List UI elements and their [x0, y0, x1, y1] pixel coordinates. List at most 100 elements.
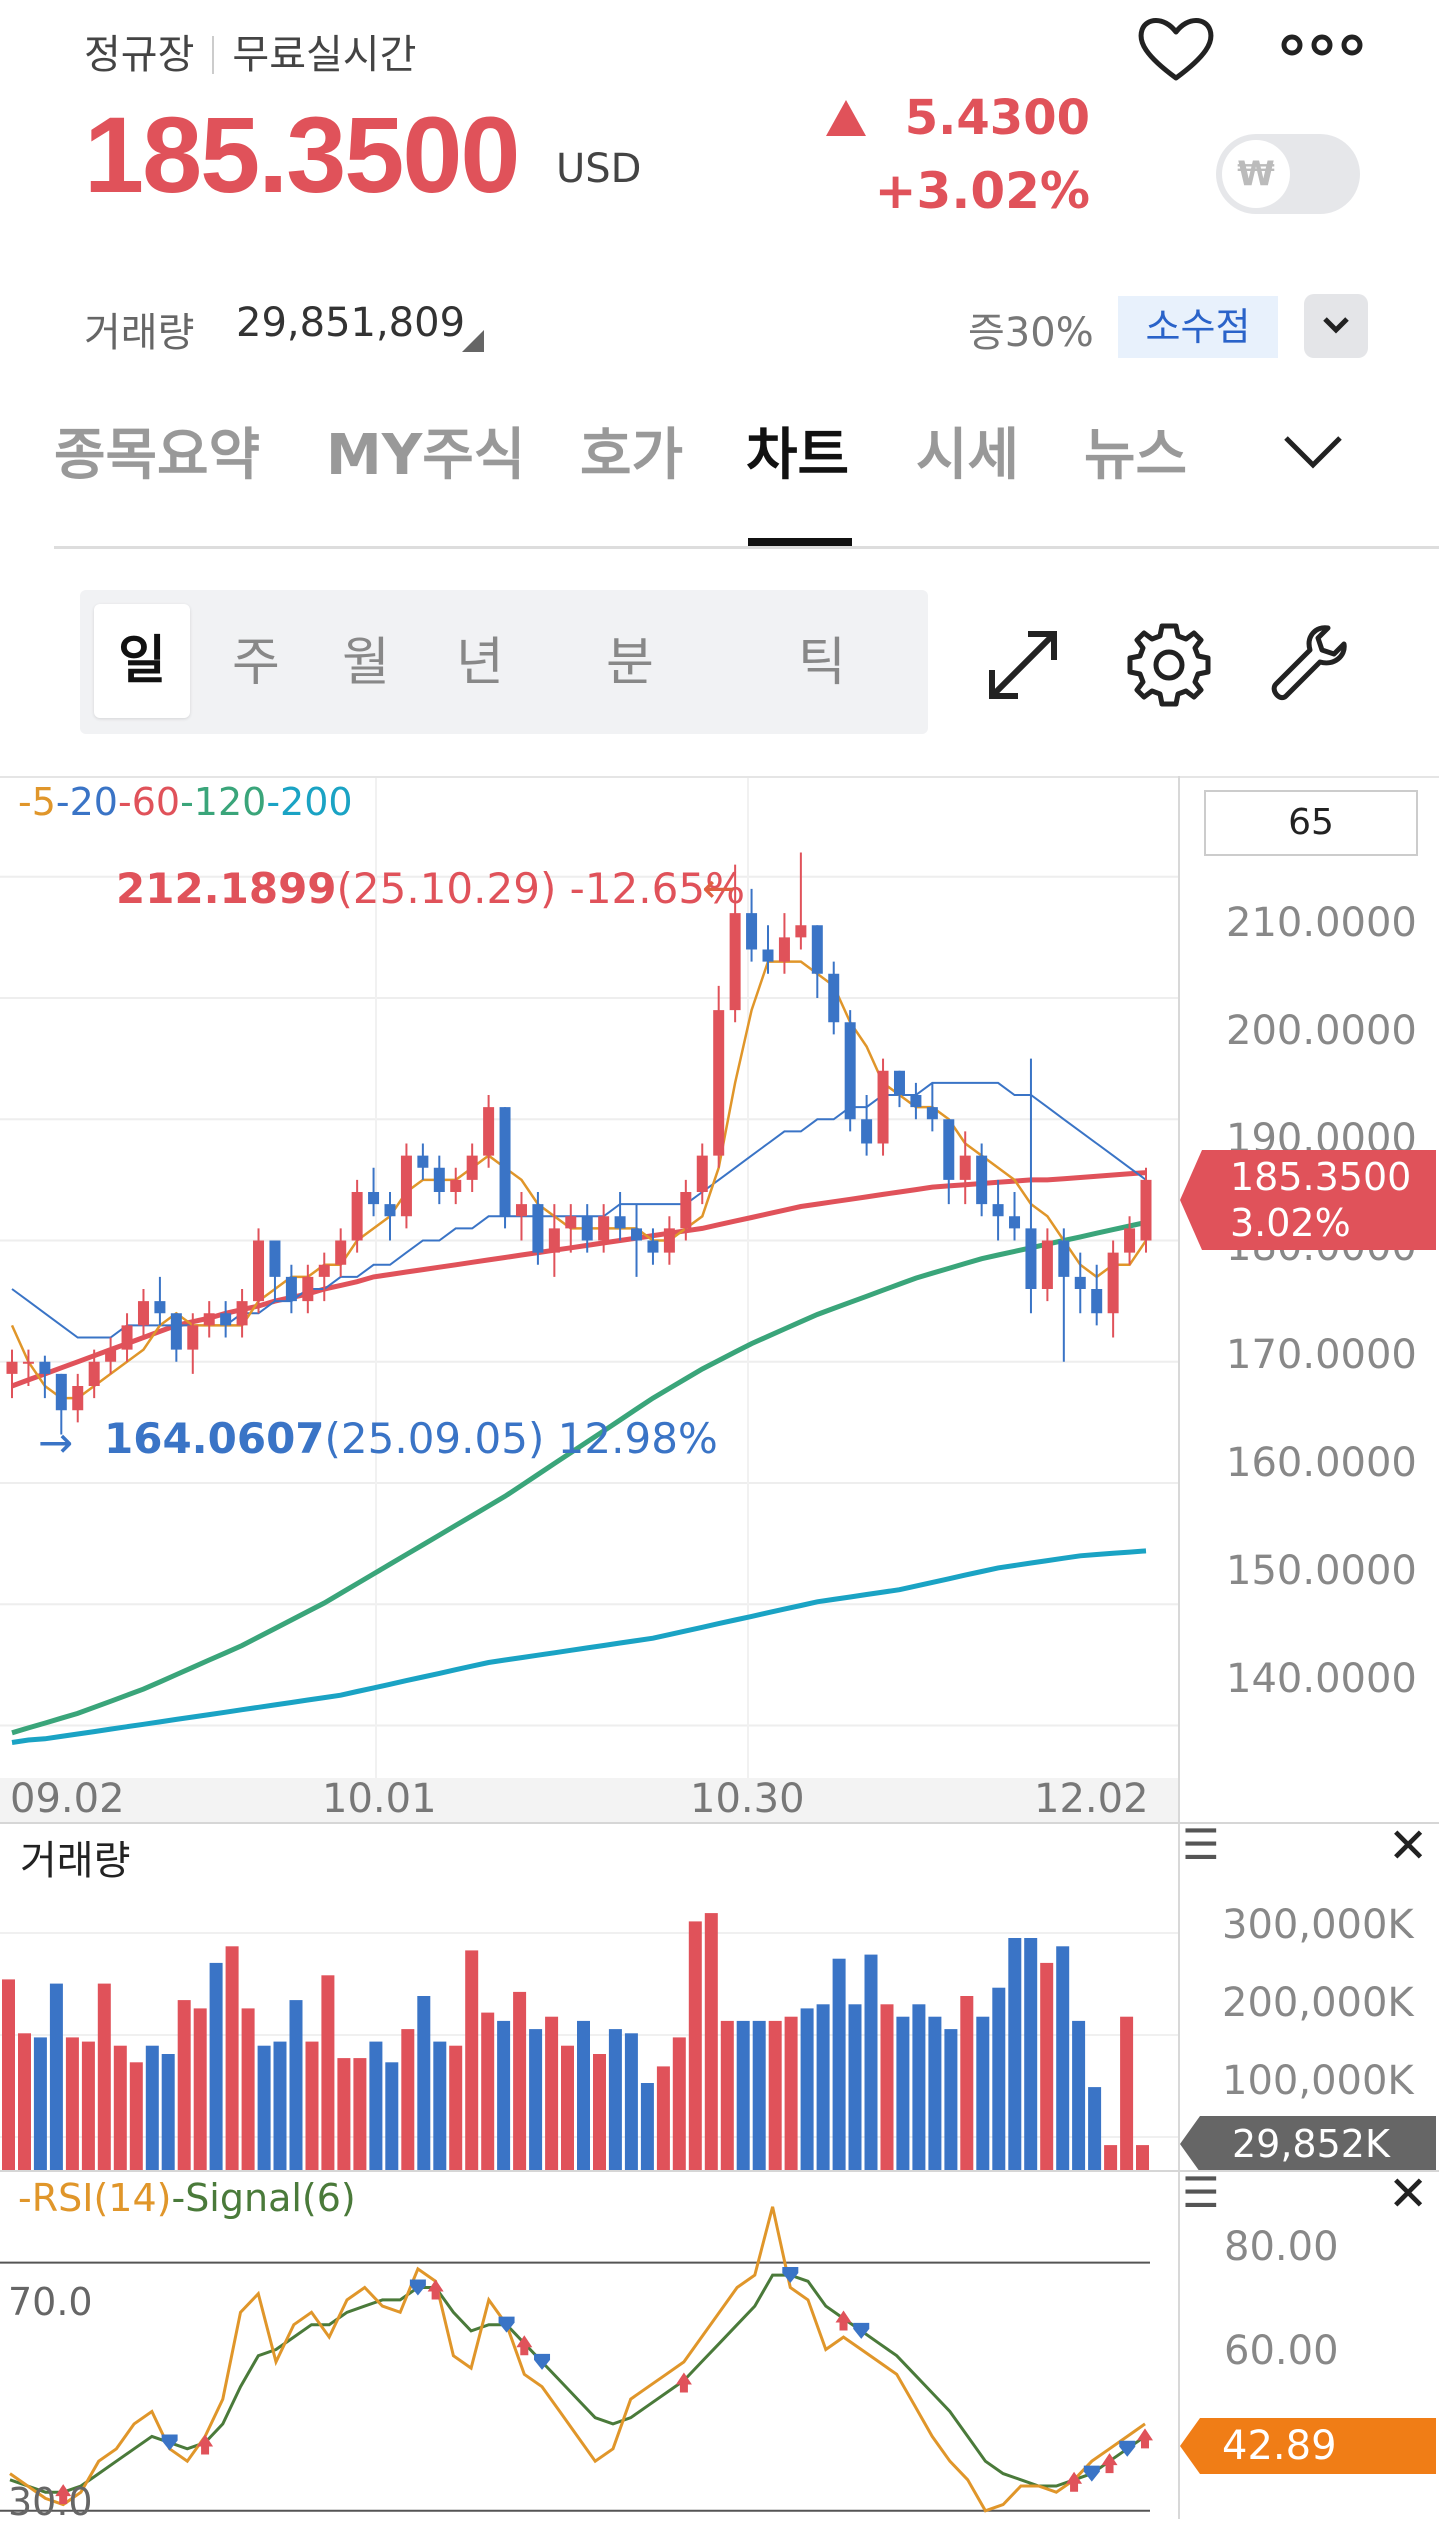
period-year[interactable]: 년 [456, 633, 504, 693]
candle-body [614, 1216, 626, 1229]
session-label: 정규장 [84, 32, 195, 78]
period-selector: 일 주 월 년 분 틱 [80, 590, 928, 734]
volume-bar [593, 2054, 606, 2170]
candle-body [680, 1192, 692, 1229]
period-week[interactable]: 주 [232, 633, 280, 693]
y-tick: 140.0000 [1226, 1656, 1417, 1702]
tab-news[interactable]: 뉴스 [1084, 423, 1188, 488]
candle-body [943, 1119, 955, 1180]
volume-bar [1120, 2016, 1134, 2170]
y-tick: 150.0000 [1226, 1548, 1417, 1594]
volume-bar [481, 2012, 495, 2170]
tab-quotes[interactable]: 시세 [916, 423, 1020, 488]
candle-body [499, 1107, 511, 1217]
candle-body [121, 1325, 133, 1350]
volume-bar [97, 1983, 111, 2170]
period-tick[interactable]: 틱 [798, 633, 846, 693]
price-change-percent: +3.02% [874, 162, 1090, 220]
period-month[interactable]: 월 [342, 633, 390, 693]
volume-bar [992, 1987, 1006, 2170]
rsi-upper-label: 70.0 [8, 2280, 93, 2324]
volume-label: 거래량 [84, 310, 195, 356]
margin-rate: 증30% [968, 310, 1094, 356]
won-toggle[interactable]: ₩ [1216, 134, 1360, 214]
heart-icon[interactable] [1136, 14, 1216, 84]
candle-body [795, 925, 807, 938]
volume-bar [1088, 2087, 1102, 2170]
volume-bar [129, 2062, 143, 2170]
buy-signal-icon [1101, 2453, 1118, 2474]
candle-body [877, 1070, 889, 1144]
volume-bar [640, 2083, 654, 2170]
tabs-expand-icon[interactable] [1282, 432, 1344, 472]
candle-body [368, 1192, 380, 1205]
volume-bar [752, 2020, 766, 2170]
expand-icon[interactable] [978, 620, 1068, 710]
volume-bar [928, 2016, 942, 2170]
chevron-down-icon[interactable] [1304, 294, 1368, 358]
wrench-icon[interactable] [1266, 620, 1356, 710]
buy-signal-icon [1066, 2471, 1083, 2492]
volume-bar [1072, 2020, 1086, 2170]
menu-icon[interactable]: ☰ [1182, 1820, 1220, 1869]
candle-body [285, 1276, 297, 1302]
decimal-button[interactable]: 소수점 [1118, 296, 1278, 358]
tab-orderbook[interactable]: 호가 [580, 423, 684, 488]
tab-my-stock[interactable]: MY주식 [326, 423, 526, 488]
candle-body [893, 1070, 905, 1095]
candle-body [1091, 1289, 1103, 1314]
volume-bar [209, 1962, 223, 2170]
period-minute[interactable]: 분 [606, 633, 654, 693]
buy-signal-icon [675, 2372, 692, 2393]
volume-bar [113, 2045, 127, 2170]
volume-bar [369, 2041, 383, 2170]
x-tick: 12.02 [1034, 1776, 1149, 1822]
gear-icon[interactable] [1124, 620, 1214, 710]
period-day[interactable]: 일 [94, 604, 190, 718]
volume-bar [1104, 2145, 1118, 2170]
candle-body [55, 1373, 67, 1411]
visible-count-input[interactable]: 65 [1204, 790, 1418, 856]
volume-bar [81, 2041, 95, 2170]
rsi-chart [0, 2206, 1153, 2513]
close-icon[interactable]: ✕ [1388, 1818, 1429, 1874]
candle-body [729, 913, 741, 1011]
candle-body [220, 1313, 232, 1326]
volume-bar [720, 2020, 734, 2170]
candle-body [400, 1155, 412, 1217]
arrow-right-icon: → [38, 1418, 74, 1467]
ma120-line [11, 1219, 1147, 1736]
candle-body [598, 1216, 610, 1241]
candle-body [433, 1167, 445, 1192]
tab-chart[interactable]: 차트 [746, 423, 850, 488]
candle-body [1140, 1179, 1152, 1241]
chart-top-border [0, 776, 1439, 778]
candle-body [663, 1228, 675, 1253]
volume-bar [353, 2058, 367, 2170]
candle-body [22, 1361, 34, 1364]
rsi-tick: 80.00 [1224, 2224, 1339, 2270]
up-triangle-icon [826, 100, 866, 136]
volume-bar [513, 1991, 527, 2170]
volume-bar [912, 2004, 926, 2170]
sell-signal-icon [1119, 2440, 1136, 2457]
volume-bar [289, 2000, 303, 2170]
candle-body [302, 1276, 314, 1302]
tab-summary[interactable]: 종목요약 [54, 423, 261, 488]
volume-tick: 100,000K [1222, 2058, 1414, 2104]
volume-bar [225, 1946, 239, 2170]
candle-body [154, 1301, 166, 1314]
candle-body [1041, 1240, 1053, 1289]
close-icon[interactable]: ✕ [1388, 2166, 1429, 2222]
menu-icon[interactable]: ☰ [1182, 2168, 1220, 2217]
ma-legend-item: -200 [266, 780, 353, 824]
candle-body [861, 1119, 873, 1144]
candlestick-chart[interactable] [0, 778, 1178, 1778]
candle-body [910, 1095, 922, 1108]
ma60-line [11, 1170, 1147, 1389]
active-tab-indicator [748, 538, 852, 548]
volume-bar [672, 2037, 686, 2170]
rsi-legend: -RSI(14)-Signal(6) [18, 2176, 356, 2220]
more-icon[interactable] [1280, 30, 1364, 60]
price-change: 5.4300 [904, 90, 1090, 146]
